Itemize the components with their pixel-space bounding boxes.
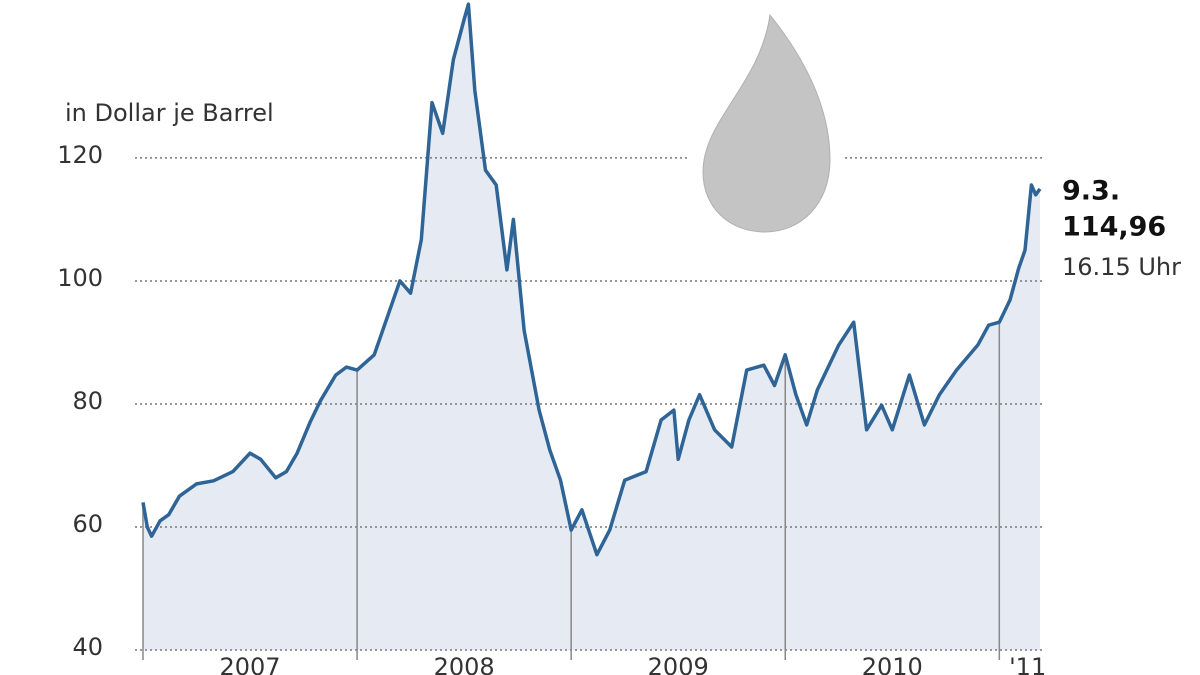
y-tick-label: 100 [57, 264, 103, 292]
area [143, 4, 1040, 650]
y-tick-label: 120 [57, 141, 103, 169]
x-tick-label: '11 [1009, 653, 1046, 675]
annotation-date: 9.3. [1062, 176, 1120, 207]
annotation-time: 16.15 Uhr [1062, 253, 1181, 281]
drop [702, 13, 831, 233]
line-layer [141, 2, 1042, 660]
x-tick-label: 2010 [862, 653, 923, 675]
y-tick-label: 80 [72, 387, 103, 415]
x-tick-label: 2009 [648, 653, 709, 675]
x-tick-label: 2008 [434, 653, 495, 675]
area-layer [143, 4, 1040, 650]
line [141, 2, 1042, 557]
grid-layer [135, 157, 1045, 651]
y-axis-label: in Dollar je Barrel [65, 99, 274, 127]
oil-drop [688, 10, 844, 240]
x-tick-label: 2007 [220, 653, 281, 675]
annotation-value: 114,96 [1062, 212, 1166, 243]
y-tick-label: 60 [72, 510, 103, 538]
y-tick-label: 40 [72, 633, 103, 661]
